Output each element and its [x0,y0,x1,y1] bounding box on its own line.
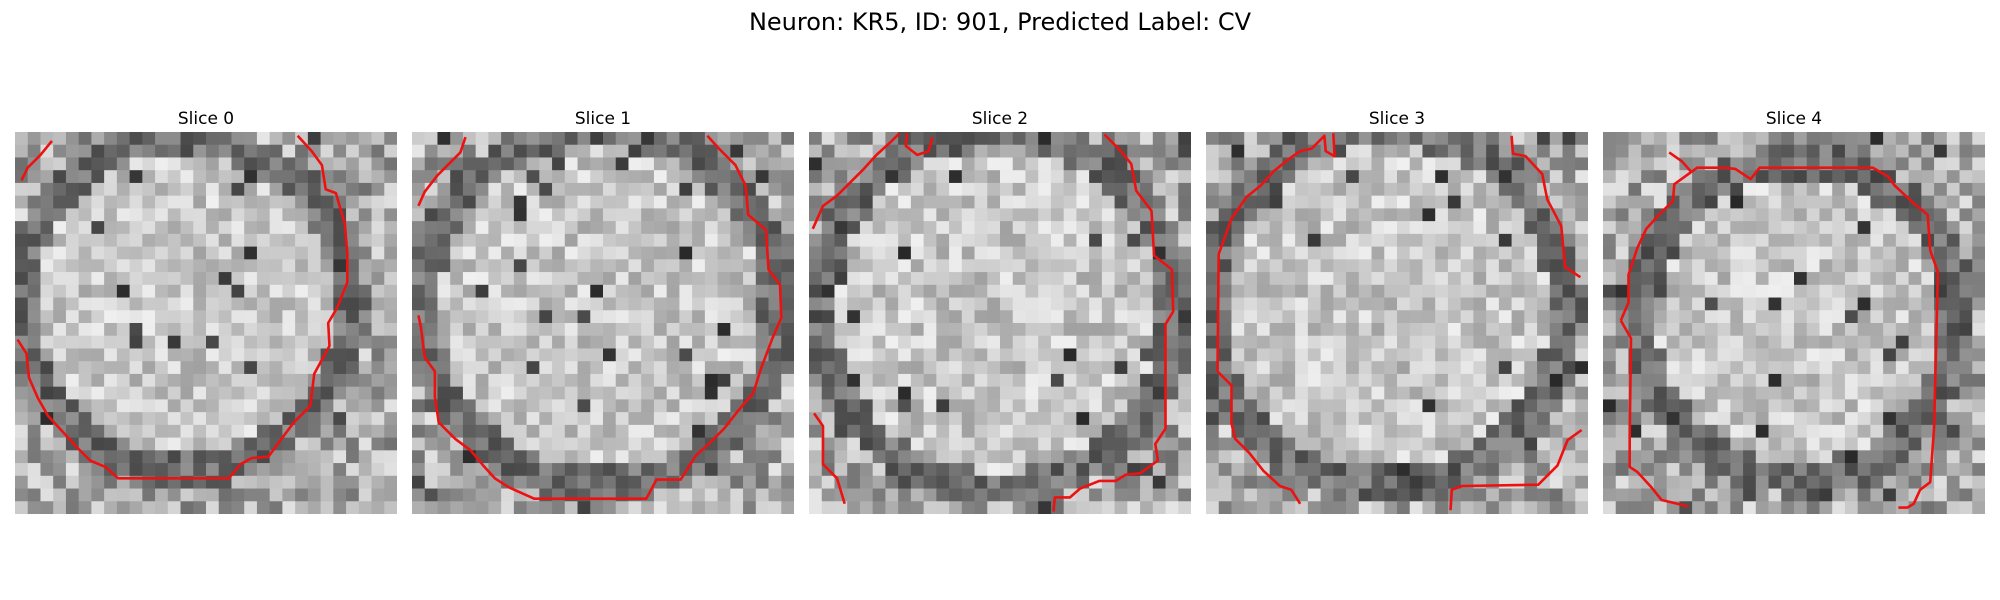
slice-panel: Slice 0 [15,108,397,514]
slice-panel: Slice 1 [412,108,794,514]
segmentation-contour [1216,370,1302,505]
slice-panel: Slice 2 [809,108,1191,514]
slice-panel: Slice 4 [1603,108,1985,514]
slice-panel: Slice 3 [1206,108,1588,514]
segmentation-contour [813,412,846,505]
segmentation-contour [417,136,467,207]
segmentation-contour [904,133,934,157]
segmentation-contour [1052,133,1175,512]
pixel-texture [809,132,1191,514]
slice-image [412,132,794,514]
slice-title: Slice 0 [177,109,235,129]
slice-title: Slice 1 [574,109,632,129]
slice-image [809,132,1191,514]
segmentation-contour [1216,133,1336,372]
segmentation-contour [811,132,901,230]
segmentation-contour [1449,428,1583,511]
segmentation-contour [1619,166,1940,509]
segmentation-contour [20,140,53,181]
slice-image [15,132,397,514]
slice-image [1206,132,1588,514]
segmentation-contour [417,134,783,501]
segmentation-contour [16,134,349,480]
slice-title: Slice 2 [971,109,1029,129]
pixel-texture [1206,132,1588,514]
slice-title: Slice 3 [1368,109,1426,129]
pixel-texture [412,132,794,514]
pixel-texture [15,132,397,514]
segmentation-contour [1510,135,1582,279]
figure-title: Neuron: KR5, ID: 901, Predicted Label: C… [748,8,1252,36]
segmentation-contour [1668,151,1692,173]
segmentation-contour [1619,319,1689,508]
slice-image [1603,132,1985,514]
pixel-texture [1603,132,1985,514]
slice-title: Slice 4 [1765,109,1823,129]
